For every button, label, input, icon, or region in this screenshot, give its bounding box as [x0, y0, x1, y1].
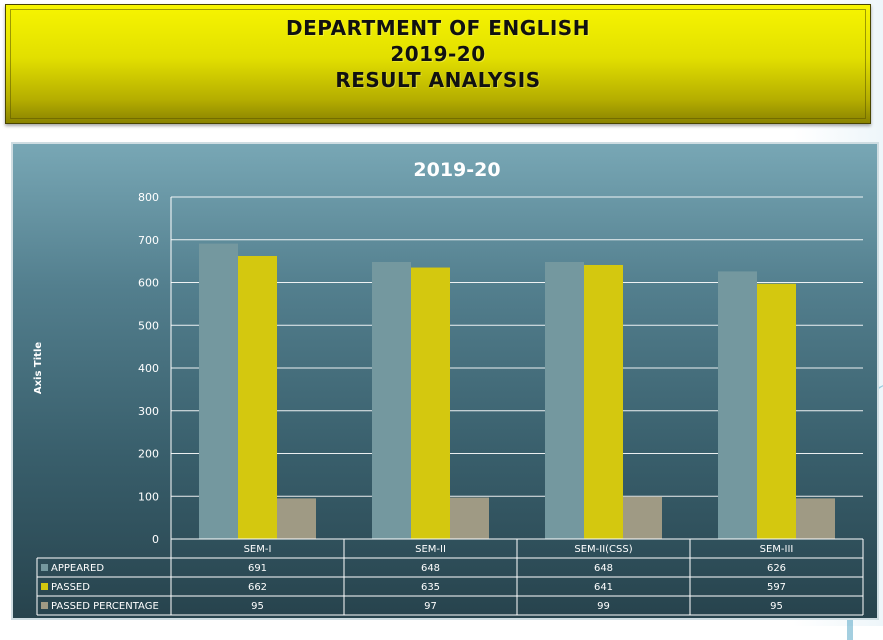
- bar-chart: 2019-20 Axis Title 0 100 200 300 400 500 600 700 8…: [33, 159, 864, 616]
- result-analysis-title: RESULT ANALYSIS: [335, 68, 541, 92]
- y-tick-label: 400: [138, 362, 159, 375]
- title-banner-frame: [10, 9, 866, 119]
- data-table-value: 597: [767, 582, 786, 593]
- x-tick-label: SEM-III: [760, 544, 794, 555]
- data-table-value: 99: [597, 601, 610, 612]
- data-table-value: 691: [248, 563, 267, 574]
- bar-passed-percentage: [277, 498, 316, 539]
- data-table-value: 635: [421, 582, 440, 593]
- legend-key: [41, 583, 48, 590]
- y-tick-label: 0: [152, 533, 159, 546]
- bar-passed: [584, 264, 623, 539]
- y-tick-label: 200: [138, 448, 159, 461]
- x-tick-label: SEM-II(CSS): [574, 544, 632, 555]
- legend-key: [41, 602, 48, 609]
- year-title: 2019-20: [390, 42, 486, 66]
- data-table-value: 662: [248, 582, 267, 593]
- y-axis-title: Axis Title: [33, 342, 44, 395]
- y-tick-label: 800: [138, 191, 159, 204]
- legend-key: [41, 564, 48, 571]
- data-table-value: 97: [424, 601, 437, 612]
- y-tick-label: 100: [138, 490, 159, 503]
- bar-appeared: [199, 243, 238, 539]
- data-table-value: 641: [594, 582, 613, 593]
- x-tick-label: SEM-I: [244, 544, 272, 555]
- data-table-value: 648: [421, 563, 440, 574]
- bar-passed: [757, 283, 796, 539]
- y-tick-label: 300: [138, 405, 159, 418]
- legend-label: PASSED PERCENTAGE: [51, 601, 159, 612]
- title-banner: DEPARTMENT OF ENGLISH 2019-20 RESULT ANA…: [5, 4, 871, 124]
- data-table-value: 95: [251, 601, 264, 612]
- y-tick-label: 500: [138, 319, 159, 332]
- data-table-value: 95: [770, 601, 783, 612]
- bar-appeared: [545, 261, 584, 539]
- department-title: DEPARTMENT OF ENGLISH: [286, 16, 590, 40]
- bar-passed-percentage: [623, 496, 662, 539]
- bar-passed-percentage: [450, 497, 489, 539]
- x-tick-label: SEM-II: [415, 544, 446, 555]
- data-table-value: 626: [767, 563, 786, 574]
- bar-appeared: [718, 271, 757, 539]
- bar-appeared: [372, 261, 411, 539]
- legend-label: PASSED: [51, 582, 90, 593]
- bar-passed: [238, 255, 277, 539]
- chart-title: 2019-20: [413, 159, 500, 181]
- y-tick-label: 600: [138, 277, 159, 290]
- y-tick-label: 700: [138, 234, 159, 247]
- bar-passed: [411, 267, 450, 539]
- data-table-value: 648: [594, 563, 613, 574]
- legend-label: APPEARED: [51, 563, 104, 574]
- chart-panel: 2019-20 Axis Title 0 100 200 300 400 500 600 700 8…: [11, 142, 879, 620]
- bar-passed-percentage: [796, 498, 835, 539]
